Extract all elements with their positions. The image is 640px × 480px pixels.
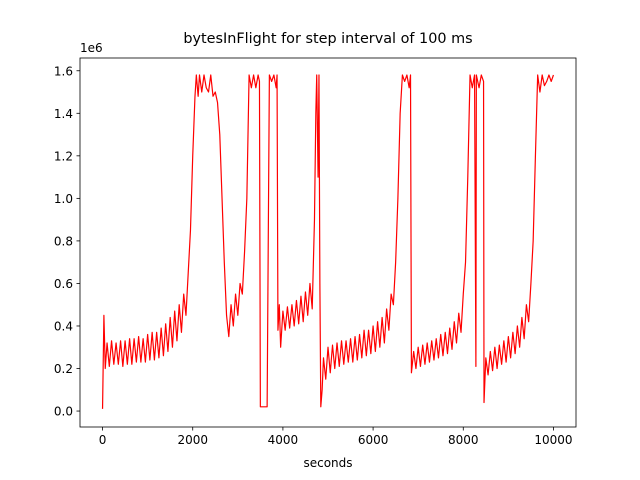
y-tick-label: 0.4 <box>54 319 73 333</box>
y-offset-label: 1e6 <box>80 41 103 55</box>
y-tick-label: 1.6 <box>54 64 73 78</box>
y-tick-label: 0.0 <box>54 405 73 419</box>
x-tick-label: 6000 <box>358 433 389 447</box>
data-line <box>101 74 555 409</box>
plot-frame <box>79 57 577 428</box>
x-axis-label: seconds <box>303 456 352 470</box>
y-tick-label: 0.8 <box>54 234 73 248</box>
y-tick-label: 1.4 <box>54 107 73 121</box>
x-tick-label: 4000 <box>268 433 299 447</box>
x-tick-label: 8000 <box>448 433 479 447</box>
y-tick-label: 1.2 <box>54 149 73 163</box>
chart-title: bytesInFlight for step interval of 100 m… <box>183 31 472 47</box>
y-tick-label: 0.2 <box>54 362 73 376</box>
y-tick-label: 0.6 <box>54 277 73 291</box>
y-tick-label: 1.0 <box>54 192 73 206</box>
x-tick-label: 10000 <box>534 433 572 447</box>
x-tick-label: 0 <box>99 433 107 447</box>
x-tick-label: 2000 <box>177 433 208 447</box>
